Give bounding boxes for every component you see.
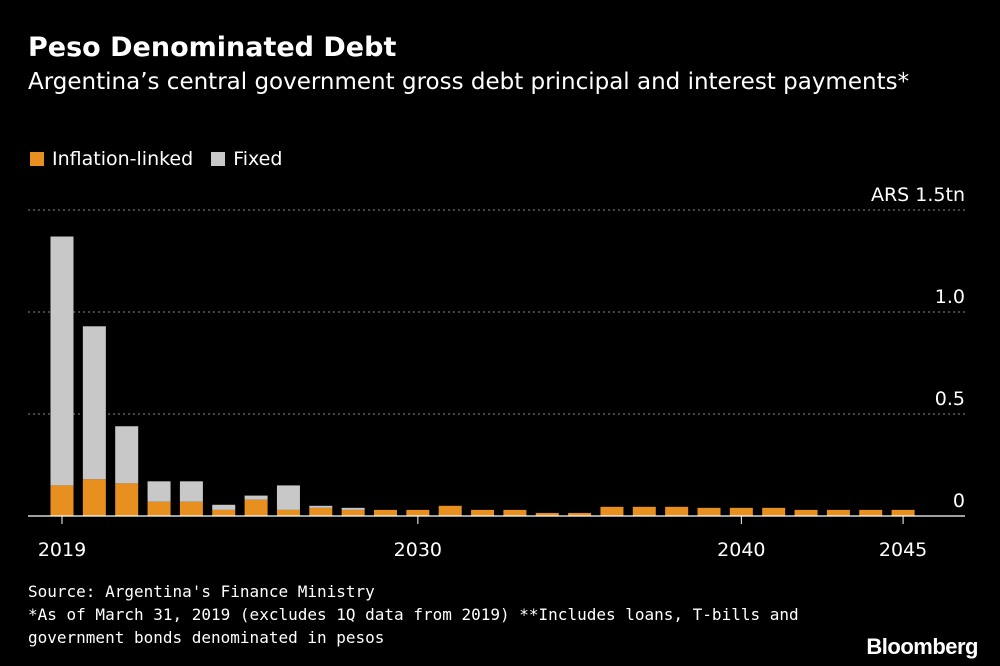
bar-inflation-linked-2026: [276, 509, 300, 516]
bar-fixed-2025: [244, 495, 268, 500]
bar-inflation-linked-2031: [438, 505, 462, 516]
bar-inflation-linked-2038: [665, 506, 689, 516]
bar-fixed-2028: [341, 507, 365, 510]
bar-inflation-linked-2030: [406, 509, 430, 516]
bar-inflation-linked-2027: [309, 507, 333, 516]
bar-inflation-linked-2020: [82, 479, 106, 516]
legend-label-fixed: Fixed: [233, 148, 283, 170]
bar-inflation-linked-2022: [147, 501, 171, 516]
y-tick-label: 1.0: [935, 286, 965, 308]
bar-inflation-linked-2036: [600, 506, 624, 516]
bloomberg-logo: Bloomberg: [866, 634, 978, 659]
bar-inflation-linked-2045: [891, 509, 915, 516]
y-tick-label: ARS 1.5tn: [871, 184, 965, 206]
y-tick-label: 0: [953, 490, 965, 512]
legend-item-inflation: Inflation-linked: [30, 148, 193, 170]
bar-fixed-2026: [276, 485, 300, 510]
bar-fixed-2024: [212, 504, 236, 510]
bar-fixed-2023: [179, 481, 203, 502]
legend-item-fixed: Fixed: [211, 148, 282, 170]
bar-inflation-linked-2044: [859, 509, 883, 516]
bar-fixed-2021: [115, 426, 139, 484]
x-tick-label: 2019: [38, 539, 86, 561]
bar-inflation-linked-2025: [244, 499, 268, 516]
footnote-1: *As of March 31, 2019 (excludes 1Q data …: [28, 605, 799, 624]
bar-inflation-linked-2019: [50, 485, 74, 516]
bar-inflation-linked-2043: [826, 509, 850, 516]
bar-inflation-linked-2028: [341, 509, 365, 516]
bar-inflation-linked-2034: [535, 512, 559, 516]
bar-inflation-linked-2037: [632, 506, 656, 516]
bar-inflation-linked-2035: [568, 512, 592, 516]
source-note: Source: Argentina's Finance Ministry: [28, 582, 375, 601]
footer: Source: Argentina's Finance Ministry *As…: [28, 580, 799, 649]
legend-swatch-fixed: [211, 152, 226, 166]
x-tick-label: 2040: [717, 539, 765, 561]
bar-inflation-linked-2033: [503, 509, 527, 516]
chart-subtitle: Argentina’s central government gross deb…: [28, 69, 910, 95]
bar-fixed-2027: [309, 505, 333, 508]
bar-inflation-linked-2041: [762, 507, 786, 516]
bar-inflation-linked-2024: [212, 509, 236, 516]
bar-fixed-2019: [50, 236, 74, 486]
legend: Inflation-linked Fixed: [30, 148, 300, 170]
bar-inflation-linked-2032: [471, 509, 495, 516]
bar-inflation-linked-2029: [374, 509, 397, 516]
footnote-2: government bonds denominated in pesos: [28, 628, 385, 647]
bar-inflation-linked-2042: [794, 509, 818, 516]
bar-fixed-2020: [82, 326, 106, 480]
bar-inflation-linked-2021: [115, 483, 139, 516]
bar-inflation-linked-2023: [179, 501, 203, 516]
x-tick-label: 2030: [394, 539, 442, 561]
legend-swatch-inflation: [30, 152, 44, 166]
bar-inflation-linked-2040: [729, 507, 753, 516]
bar-inflation-linked-2039: [697, 507, 721, 516]
chart-title: Peso Denominated Debt: [28, 32, 397, 63]
x-tick-label: 2045: [879, 539, 927, 561]
legend-label-inflation: Inflation-linked: [52, 148, 194, 170]
bar-fixed-2022: [147, 481, 171, 502]
y-tick-label: 0.5: [935, 388, 965, 410]
